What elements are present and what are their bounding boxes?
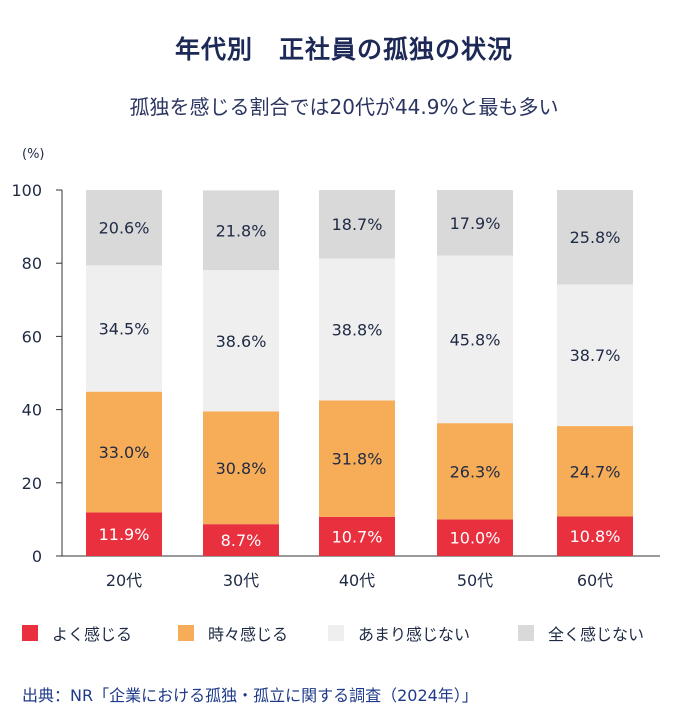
bar-segment	[86, 512, 162, 556]
bar-segment	[203, 524, 279, 556]
chart-legend: よく感じる 時々感じる あまり感じない 全く感じない	[22, 620, 682, 648]
bar-segment	[437, 255, 513, 424]
legend-label: あまり感じない	[358, 625, 471, 644]
bar-segment	[86, 190, 162, 266]
bar-segment	[437, 519, 513, 556]
chart-title: 年代別 正社員の孤独の状況	[174, 35, 513, 64]
source-note: 出典：NR「企業における孤独・孤立に関する調査（2024年）」	[22, 686, 478, 705]
bar-segment	[203, 411, 279, 525]
data-label: 10.0%	[450, 529, 501, 548]
data-label: 31.8%	[332, 450, 383, 469]
legend-item: よく感じる	[22, 620, 132, 646]
y-tick-label: 0	[32, 547, 42, 566]
legend-item: あまり感じない	[328, 620, 470, 646]
data-label: 38.6%	[216, 332, 267, 351]
bar-segment	[557, 284, 633, 427]
bar-segment	[437, 423, 513, 520]
bar-segment	[203, 190, 279, 271]
bar-segment	[86, 391, 162, 513]
x-tick-label: 30代	[223, 571, 259, 590]
data-label: 17.9%	[450, 214, 501, 233]
data-label: 38.8%	[332, 320, 383, 339]
bar-segment	[557, 190, 633, 285]
legend-swatch	[518, 625, 534, 641]
y-tick-label: 100	[11, 181, 42, 200]
bar-segment	[319, 258, 395, 401]
x-tick-label: 60代	[577, 571, 613, 590]
data-label: 34.5%	[99, 320, 150, 339]
bar-segment	[319, 516, 395, 556]
bar-segment	[557, 516, 633, 556]
data-label: 25.8%	[570, 228, 621, 247]
y-axis-unit-label: (%)	[22, 147, 45, 162]
data-label: 38.7%	[570, 346, 621, 365]
data-label: 30.8%	[216, 459, 267, 478]
bar-segment	[86, 265, 162, 392]
stacked-bar-chart: (%) 0 20 40 60 80 100 11.9% 33.0% 34.5% 20.6% 20代 8.…	[11, 147, 660, 590]
x-tick-label: 20代	[106, 571, 142, 590]
legend-item: 時々感じる	[178, 620, 288, 646]
data-label: 20.6%	[99, 219, 150, 238]
data-label: 26.3%	[450, 462, 501, 481]
data-label: 10.8%	[570, 527, 621, 546]
data-label: 8.7%	[221, 531, 262, 550]
bar-segment	[437, 190, 513, 256]
x-tick-label: 40代	[339, 571, 375, 590]
legend-item: 全く感じない	[518, 620, 644, 646]
data-label: 10.7%	[332, 527, 383, 546]
bar-segment	[557, 426, 633, 517]
data-label: 45.8%	[450, 330, 501, 349]
legend-swatch	[22, 625, 38, 641]
chart-subtitle: 孤独を感じる割合では20代が44.9%と最も多い	[129, 95, 559, 119]
legend-label: 全く感じない	[548, 625, 645, 644]
data-label: 11.9%	[99, 525, 150, 544]
bar-segment	[203, 270, 279, 412]
data-label: 21.8%	[216, 221, 267, 240]
data-label: 33.0%	[99, 443, 150, 462]
legend-swatch	[328, 625, 344, 641]
data-label: 24.7%	[570, 462, 621, 481]
legend-label: 時々感じる	[208, 625, 289, 644]
y-tick-label: 20	[22, 474, 42, 493]
y-tick-label: 60	[22, 327, 42, 346]
y-tick-label: 40	[22, 401, 42, 420]
x-tick-label: 50代	[457, 571, 493, 590]
y-tick-label: 80	[22, 254, 42, 273]
legend-swatch	[178, 625, 194, 641]
bar-segment	[319, 190, 395, 259]
legend-label: よく感じる	[52, 625, 133, 644]
bar-segment	[319, 400, 395, 517]
data-label: 18.7%	[332, 215, 383, 234]
